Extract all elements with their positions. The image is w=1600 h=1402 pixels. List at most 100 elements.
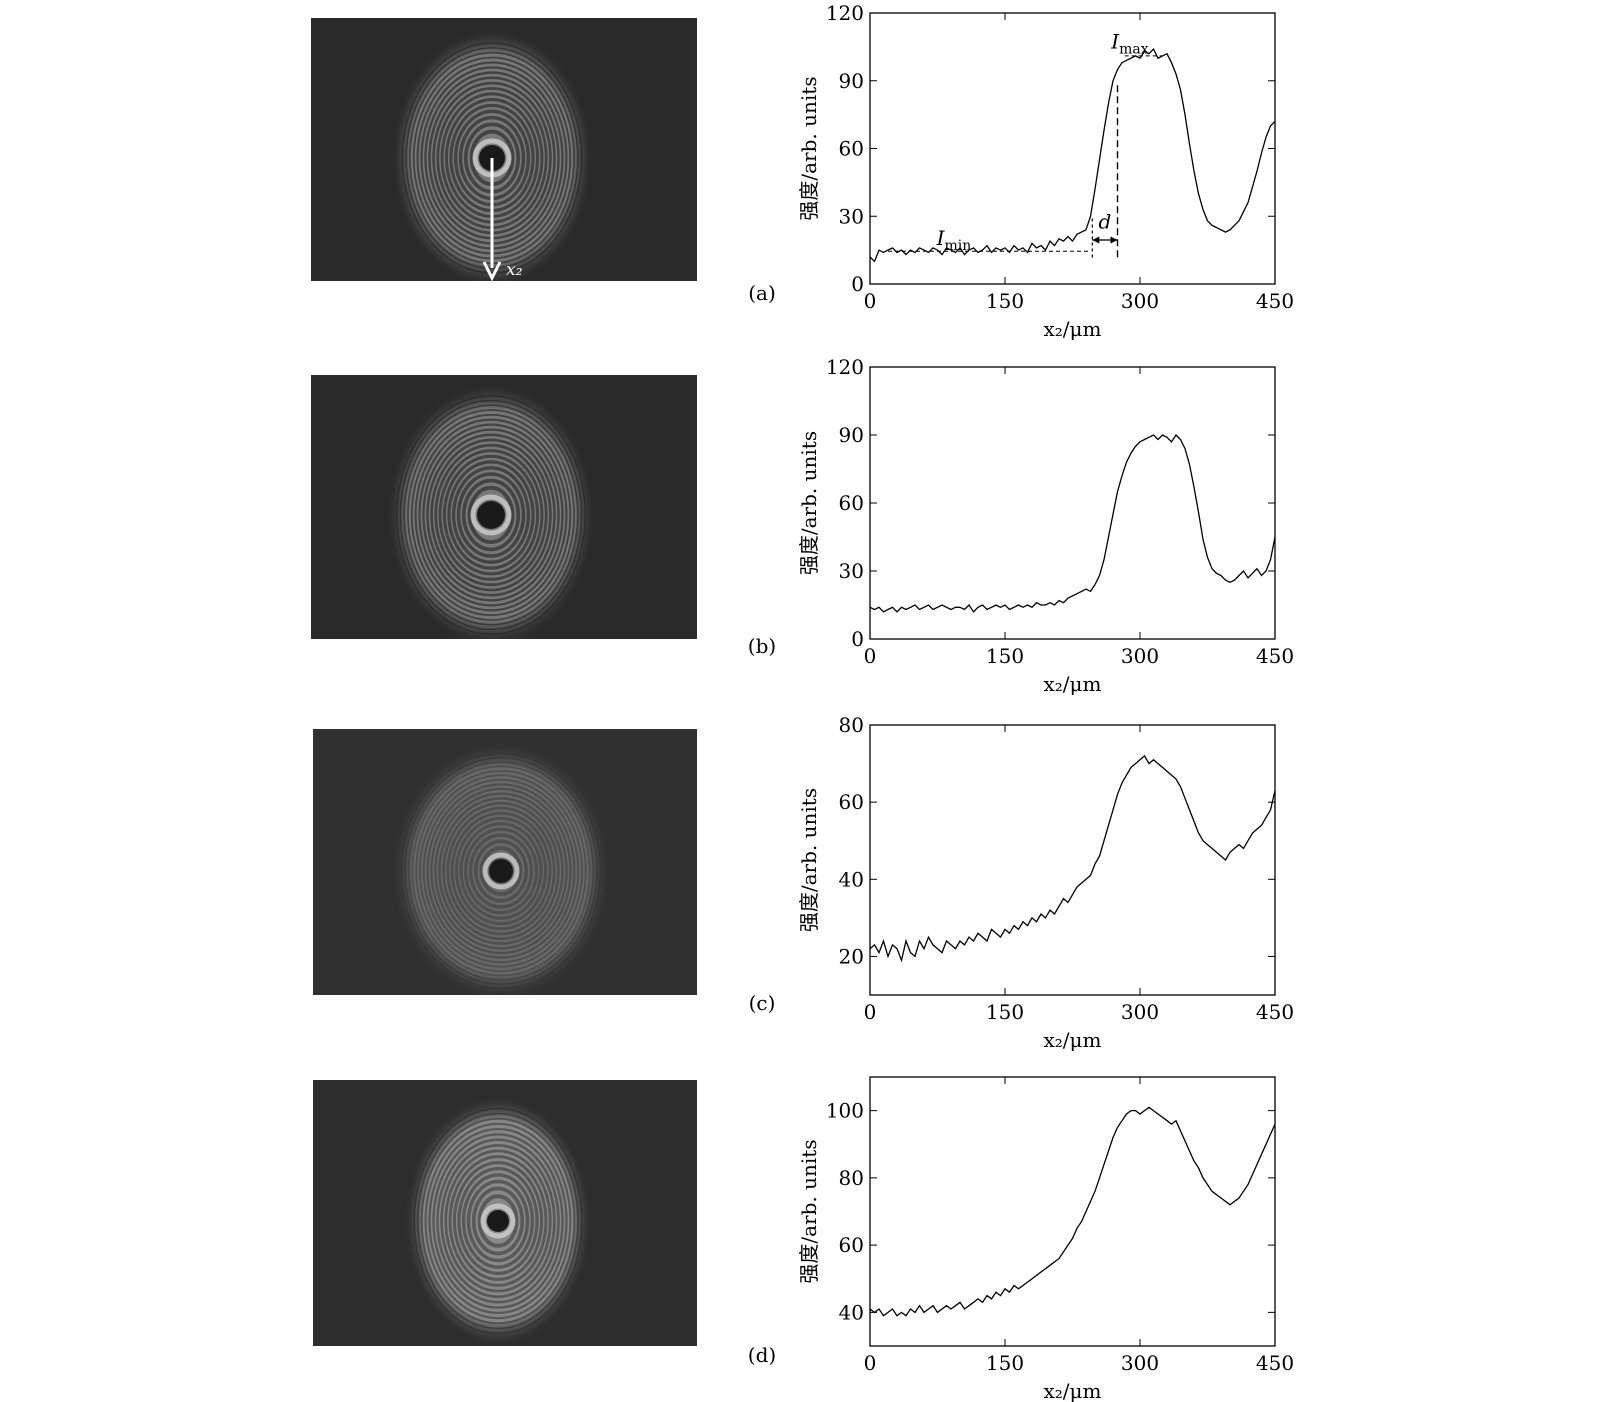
fringe-ring <box>432 1133 564 1309</box>
fringe-ring <box>410 413 572 617</box>
fringe-ring <box>422 428 560 602</box>
fringe-ring <box>446 806 556 936</box>
chart-panel-a: 0 150 300 450 0 30 60 90 120 x₂/μm 强度/arb. units (a… <box>748 1 1294 341</box>
y-tick-label: 30 <box>839 559 864 583</box>
fringe-ring <box>440 1143 556 1299</box>
fringe-ring <box>442 801 560 941</box>
fringe-ring <box>477 1194 519 1248</box>
x-tick-label: 300 <box>1121 1000 1159 1024</box>
fringe-ring <box>418 423 564 607</box>
x-axis-label: x₂/μm <box>1044 1028 1102 1052</box>
fringe-ring <box>434 443 548 587</box>
d-arrow-head-left <box>1092 236 1100 244</box>
fringe-ring <box>448 1155 548 1287</box>
fringe-ring <box>428 1127 568 1315</box>
interference-image-c <box>313 729 697 995</box>
intensity-line <box>869 47 1276 263</box>
interference-image-a: x₂ <box>311 18 697 281</box>
fringe-ring <box>466 1179 530 1263</box>
fringe-ring <box>396 395 586 635</box>
dark-center <box>489 859 513 883</box>
chart-panel-b: 0 150 300 450 0 30 60 90 120 x₂/μm 强度/arb. units (b… <box>748 355 1294 696</box>
fringe-ring <box>430 438 552 592</box>
fringe-ring <box>467 485 515 545</box>
x-tick-label: 0 <box>864 289 877 313</box>
fringe-ring <box>408 761 594 981</box>
y-tick-label: 60 <box>839 137 864 161</box>
x-tick-label: 450 <box>1256 1000 1294 1024</box>
panel-label: (b) <box>748 634 776 658</box>
fringe-ring <box>401 42 583 274</box>
fringe-ring <box>434 792 568 950</box>
fringe-ring <box>411 765 591 977</box>
panel-label: (c) <box>749 991 776 1015</box>
fringe-ring <box>454 816 548 926</box>
x-tick-label: 0 <box>864 1000 877 1024</box>
annotation-imax: Imax <box>1110 29 1149 57</box>
bright-ring <box>480 1203 516 1239</box>
y-tick-label: 120 <box>826 1 864 25</box>
x-axis-label: x₂/μm <box>1044 1379 1102 1402</box>
y-tick-label: 60 <box>839 1233 864 1257</box>
plot-frame <box>869 1076 1276 1347</box>
x-tick-label: 0 <box>864 1351 877 1375</box>
fringe-rings <box>401 42 583 274</box>
fringe-ring <box>473 839 529 903</box>
x-tick-label: 150 <box>986 289 1024 313</box>
fringe-ring <box>424 1122 572 1320</box>
dark-center <box>487 1210 509 1232</box>
y-tick-label: 60 <box>839 790 864 814</box>
fringe-ring <box>407 409 575 621</box>
bright-ring <box>470 494 512 536</box>
y-tick-label: 30 <box>839 204 864 228</box>
fringe-ring <box>403 404 579 626</box>
fringe-ring <box>456 472 526 558</box>
x-tick-label: 450 <box>1256 289 1294 313</box>
chart-panel-d: 0 150 300 450 40 60 80 100 x₂/μm 强度/arb. units (d) <box>748 1076 1294 1402</box>
fringe-ring <box>438 797 564 945</box>
x-tick-label: 300 <box>1121 1351 1159 1375</box>
fringe-ring <box>436 1138 560 1304</box>
y-axis-label: 强度/arb. units <box>797 431 821 575</box>
y-tick-label: 40 <box>839 1300 864 1324</box>
fringe-ring <box>471 1186 525 1256</box>
x-axis-label: x₂/μm <box>1044 317 1102 341</box>
x-tick-label: 300 <box>1121 644 1159 668</box>
fringe-ring <box>442 454 540 576</box>
y-axis-label: 强度/arb. units <box>797 1139 821 1283</box>
x-tick-label: 300 <box>1121 289 1159 313</box>
x-tick-label: 150 <box>986 1000 1024 1024</box>
interference-image-b <box>311 375 697 639</box>
fringe-ring <box>479 846 523 896</box>
y-tick-label: 120 <box>826 355 864 379</box>
fringe-ring <box>401 753 601 989</box>
scan-arrow-head <box>482 261 502 281</box>
fringe-ring <box>447 460 535 570</box>
fringe-ring <box>444 1149 552 1293</box>
intensity-line <box>869 433 1276 613</box>
y-tick-label: 90 <box>839 69 864 93</box>
plot-frame <box>869 12 1276 285</box>
y-axis-label: 强度/arb. units <box>797 76 821 220</box>
fringe-ring <box>457 1166 539 1276</box>
y-tick-label: 0 <box>851 272 864 296</box>
panel-label: (d) <box>748 1343 776 1367</box>
fringe-rings <box>396 395 586 635</box>
y-tick-label: 60 <box>839 491 864 515</box>
fringe-ring <box>420 1117 576 1325</box>
x-tick-label: 450 <box>1256 1351 1294 1375</box>
interference-image-d <box>313 1080 697 1346</box>
fringe-ring <box>452 1160 544 1282</box>
dark-center <box>477 501 505 529</box>
scan-arrow-label: x₂ <box>506 260 523 280</box>
y-tick-label: 90 <box>839 423 864 447</box>
fringe-ring <box>468 833 534 909</box>
x-tick-label: 150 <box>986 1351 1024 1375</box>
fringe-ring <box>422 778 580 964</box>
fringe-ring <box>430 787 572 955</box>
x-tick-label: 150 <box>986 644 1024 668</box>
fringe-ring <box>404 757 598 985</box>
x-tick-label: 0 <box>864 644 877 668</box>
plot-frame <box>869 724 1276 996</box>
